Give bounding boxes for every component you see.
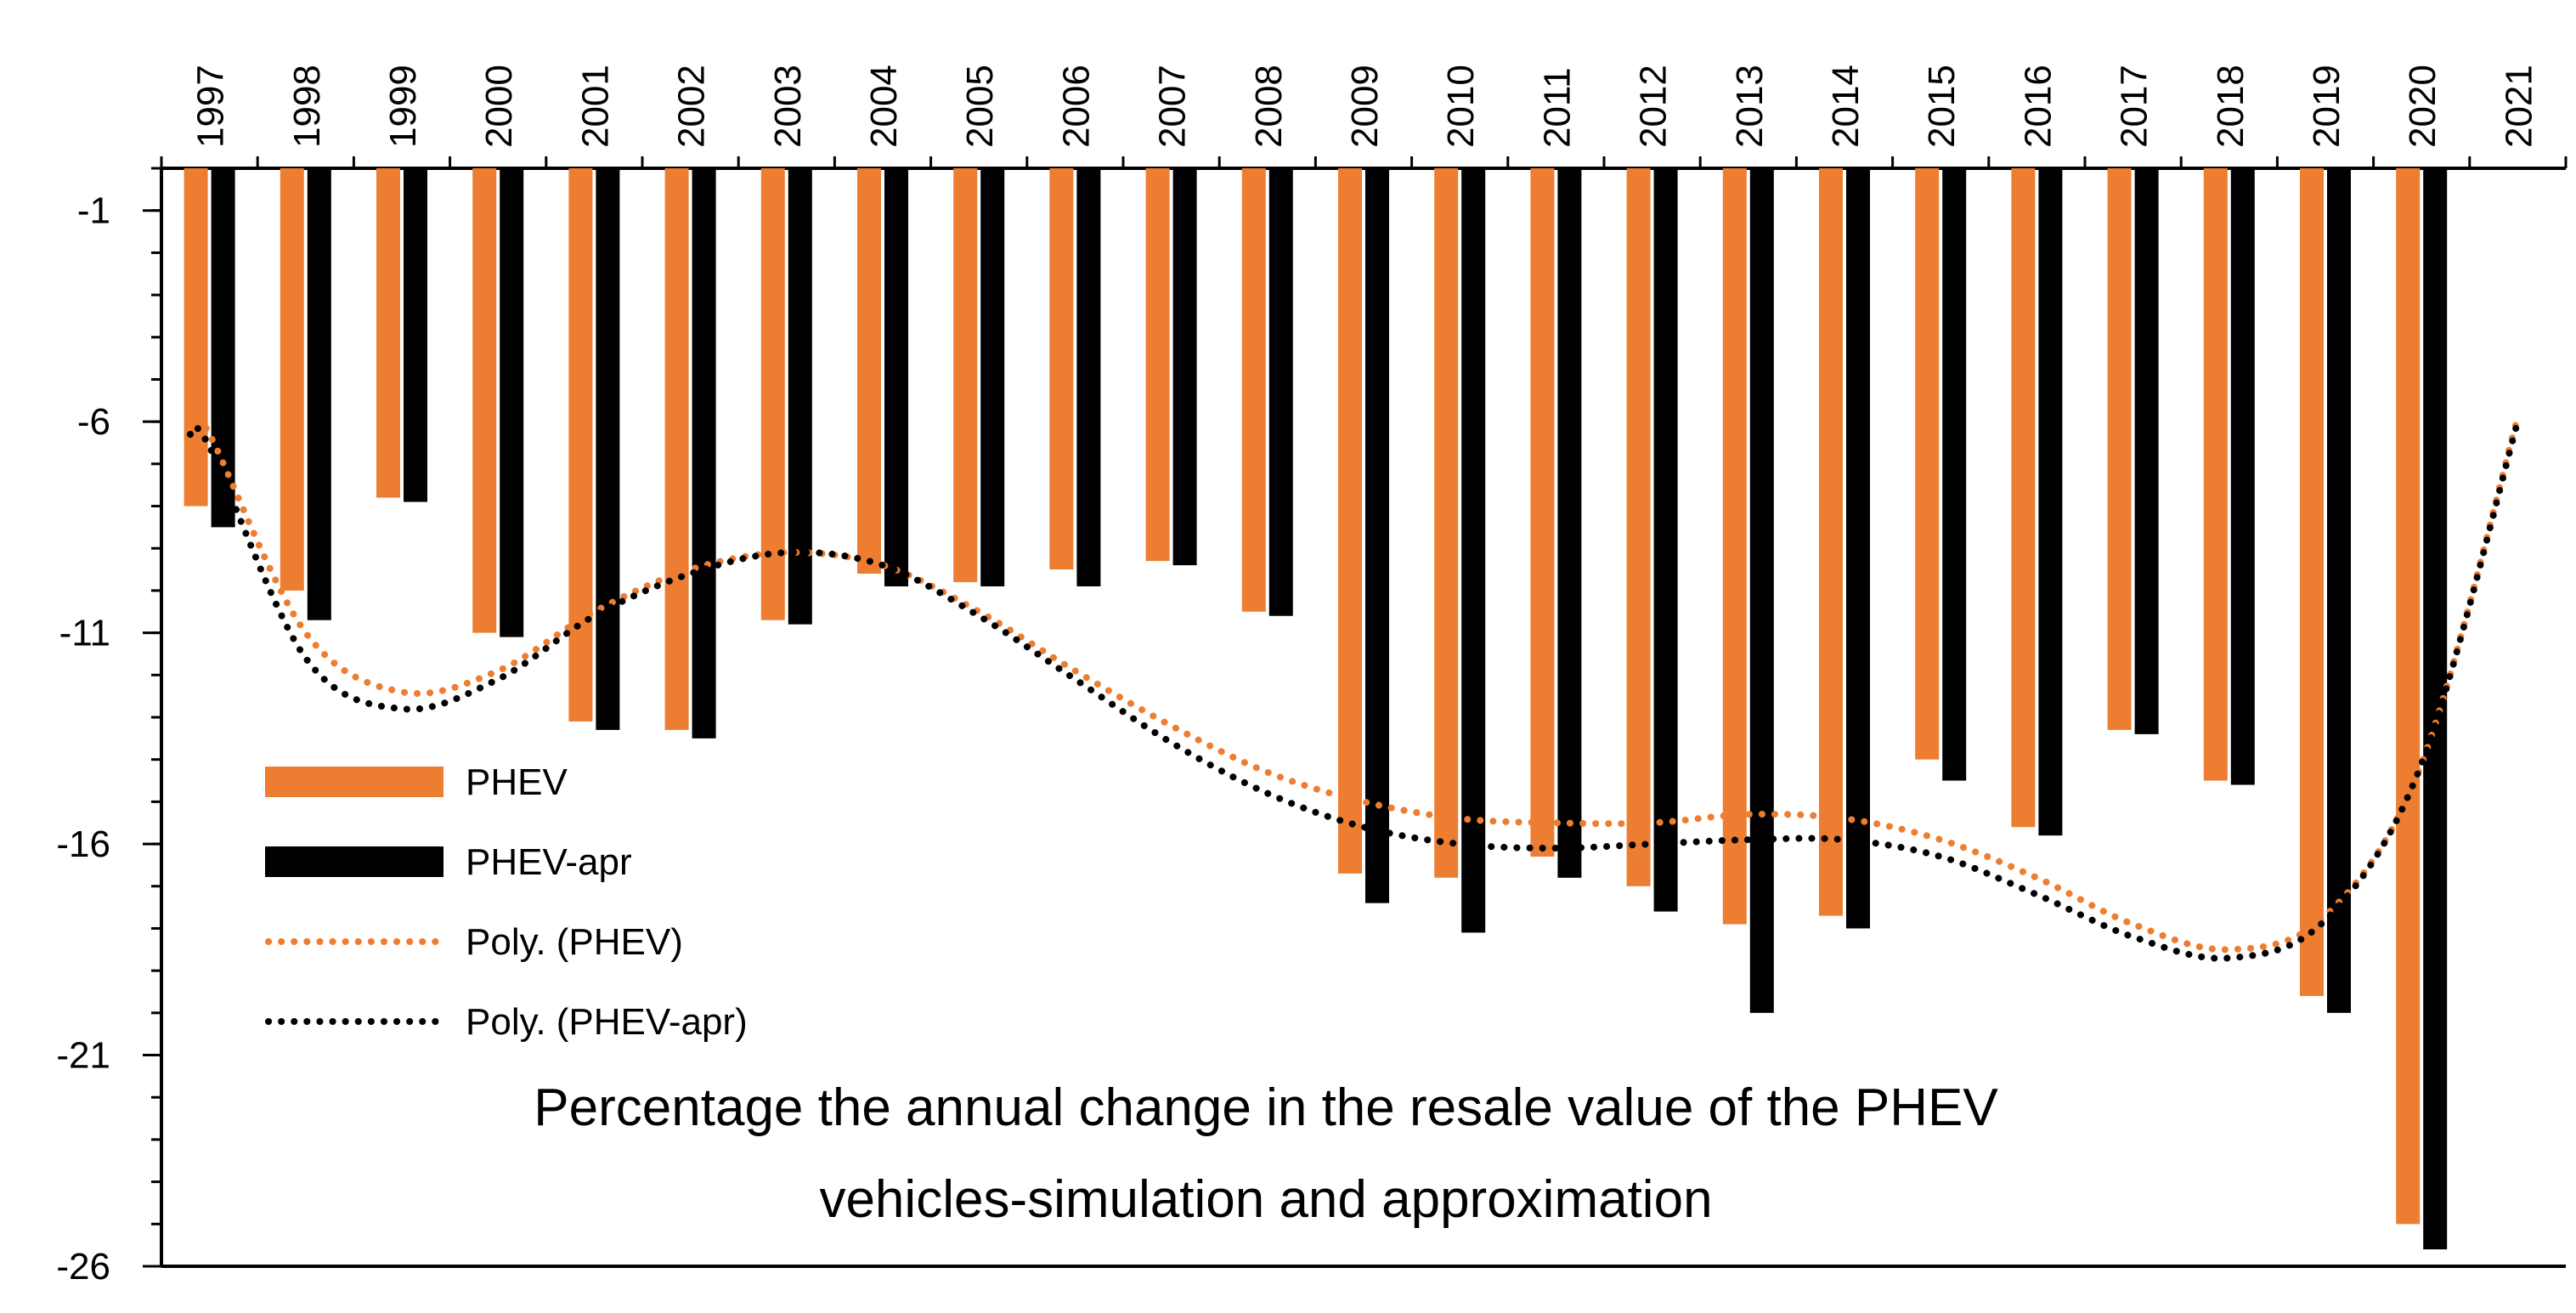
bar-phev-2011: [1530, 168, 1555, 857]
bar-phev-2018: [2203, 168, 2228, 781]
x-tick-label: 2001: [574, 65, 616, 148]
x-tick-label: 2016: [2017, 65, 2059, 148]
y-tick-label: -26: [56, 1246, 110, 1288]
bar-phev-2016: [2011, 168, 2036, 828]
bar-phev-apr-1997: [211, 168, 235, 528]
x-tick-label: 2011: [1536, 67, 1578, 148]
x-tick-label: 2014: [1825, 65, 1867, 148]
x-tick-label: 1999: [382, 65, 424, 148]
bar-phev-2000: [472, 168, 497, 633]
x-tick-label: 1998: [286, 65, 328, 148]
bar-phev-2005: [953, 168, 978, 582]
x-tick-label: 1997: [190, 65, 232, 148]
chart-title-line: vehicles-simulation and approximation: [819, 1170, 1712, 1229]
x-tick-label: 2013: [1729, 65, 1771, 148]
bar-phev-apr-1999: [404, 168, 427, 502]
bar-phev-apr-2005: [980, 168, 1005, 586]
bar-phev-apr-2006: [1076, 168, 1101, 586]
bar-phev-apr-2017: [2134, 168, 2159, 734]
x-tick-label: 2002: [671, 65, 713, 148]
bar-phev-2004: [857, 168, 881, 574]
x-tick-label: 2009: [1344, 65, 1386, 148]
x-tick-label: 2007: [1152, 65, 1194, 148]
x-tick-label: 2003: [767, 65, 809, 148]
bar-phev-apr-2004: [884, 168, 908, 586]
y-tick-label: -16: [56, 823, 110, 865]
x-tick-label: 2019: [2306, 65, 2347, 148]
bar-phev-2013: [1722, 168, 1747, 925]
title-layer: Percentage the annual change in the resa…: [534, 1078, 1998, 1229]
bar-phev-2012: [1626, 168, 1651, 886]
bar-phev-2015: [1915, 168, 1940, 760]
bar-phev-apr-2002: [692, 168, 716, 739]
bars-layer: [184, 168, 2448, 1250]
bar-phev-apr-2003: [788, 168, 812, 625]
bar-phev-apr-2018: [2230, 168, 2255, 785]
x-tick-label: 2015: [1921, 65, 1963, 148]
bar-phev-apr-1998: [307, 168, 331, 620]
legend-label: PHEV: [466, 761, 568, 803]
x-tick-label: 2005: [959, 65, 1001, 148]
bar-phev-apr-2001: [596, 168, 620, 730]
trendline-poly-phev: [186, 410, 2522, 954]
legend-swatch-phev-apr: [265, 846, 443, 877]
y-tick-label: -21: [56, 1035, 110, 1077]
trend-layer: [186, 410, 2522, 962]
bar-phev-2010: [1434, 168, 1459, 878]
legend-swatch-phev: [265, 767, 443, 797]
bar-phev-2017: [2107, 168, 2132, 730]
y-tick-label: -11: [59, 613, 110, 654]
x-tick-label: 2018: [2210, 65, 2251, 148]
bar-phev-apr-2020: [2423, 168, 2448, 1250]
bar-phev-1999: [376, 168, 400, 498]
legend-label: PHEV-apr: [466, 841, 632, 883]
bar-phev-1997: [184, 168, 208, 507]
bar-phev-2006: [1049, 168, 1074, 570]
bar-phev-2020: [2396, 168, 2421, 1225]
bar-phev-apr-2015: [1942, 168, 1967, 781]
x-tick-label: 2006: [1055, 65, 1097, 148]
axes-layer: -1 -6 -11 -16 -21 -26 1997 1998 1999 2000 2001 2002…: [56, 65, 2568, 1288]
y-tick-label: -6: [77, 401, 110, 443]
x-tick-label: 2010: [1440, 65, 1482, 148]
chart-title-line: Percentage the annual change in the resa…: [534, 1078, 1998, 1137]
bar-phev-apr-2000: [500, 168, 524, 637]
legend-label: Poly. (PHEV): [466, 921, 683, 963]
legend-label: Poly. (PHEV-apr): [466, 1001, 748, 1043]
x-tick-label: 2021: [2498, 65, 2539, 148]
bar-phev-apr-2019: [2327, 168, 2351, 1013]
x-tick-label: 2000: [478, 65, 520, 148]
bar-phev-1998: [280, 168, 304, 591]
x-tick-label: 2008: [1248, 65, 1290, 148]
bar-phev-apr-2011: [1557, 168, 1582, 878]
bar-phev-apr-2014: [1846, 168, 1870, 929]
x-tick-label: 2004: [863, 65, 905, 148]
bar-phev-2014: [1819, 168, 1843, 916]
bar-phev-2001: [568, 168, 593, 722]
bar-phev-2003: [760, 168, 785, 620]
bar-phev-2007: [1145, 168, 1170, 562]
bar-phev-apr-2009: [1365, 168, 1389, 903]
bar-phev-apr-2010: [1461, 168, 1486, 933]
bar-phev-apr-2012: [1653, 168, 1678, 912]
bar-phev-apr-2008: [1268, 168, 1293, 616]
y-tick-label: -1: [77, 190, 110, 232]
bar-phev-2009: [1338, 168, 1362, 874]
bar-phev-apr-2016: [2038, 168, 2063, 836]
bar-phev-2019: [2300, 168, 2324, 996]
bar-phev-2002: [664, 168, 689, 730]
bar-phev-2008: [1241, 168, 1266, 612]
x-tick-label: 2020: [2402, 65, 2443, 148]
x-tick-label: 2017: [2114, 65, 2155, 148]
legend-layer: PHEV PHEV-apr Poly. (PHEV) Poly. (PHEV-apr): [265, 761, 748, 1043]
bar-phev-apr-2013: [1749, 168, 1774, 1013]
bar-phev-apr-2007: [1172, 168, 1197, 566]
x-tick-label: 2012: [1633, 65, 1675, 148]
